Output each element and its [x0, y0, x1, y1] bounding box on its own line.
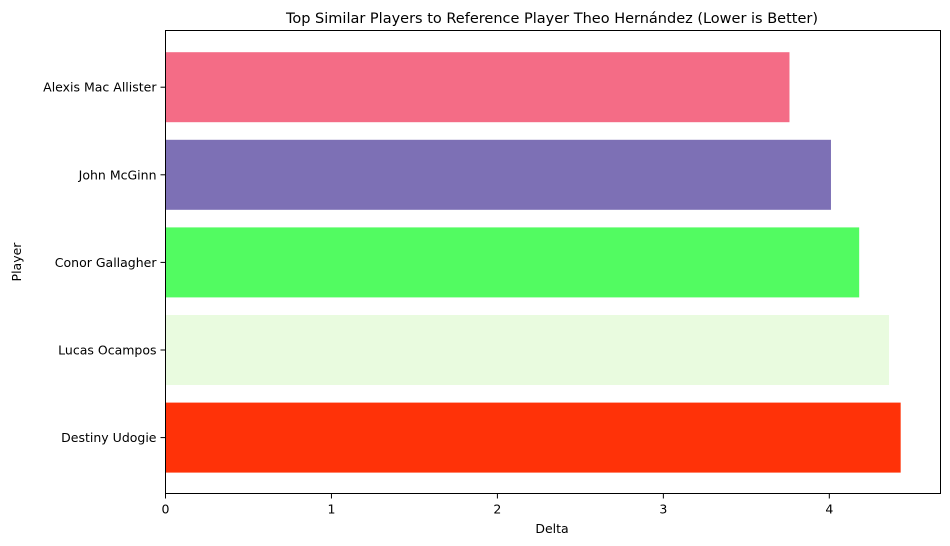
x-tick-label: 0 [162, 502, 170, 517]
bar-conor-gallagher [165, 227, 860, 298]
bar-john-mcginn [165, 139, 831, 210]
y-tick-label: Lucas Ocampos [58, 343, 156, 358]
bar-lucas-ocampos [165, 315, 890, 385]
bar-alexis-mac-allister [165, 52, 790, 123]
y-axis-label: Player [9, 242, 24, 282]
x-axis-label: Delta [535, 521, 568, 536]
y-tick-label: Conor Gallagher [55, 255, 158, 270]
y-axis-ticks: Alexis Mac Allister John McGinn Conor Gall… [43, 80, 166, 445]
bar-destiny-udogie [165, 402, 901, 473]
bars-group [165, 52, 901, 473]
x-tick-label: 1 [327, 502, 335, 517]
y-tick-label: Alexis Mac Allister [43, 80, 157, 95]
plot-frame [165, 30, 941, 494]
x-axis-ticks: 0 1 2 3 4 [162, 493, 833, 517]
x-tick-label: 4 [825, 502, 833, 517]
x-tick-label: 2 [493, 502, 501, 517]
y-tick-label: John McGinn [78, 167, 157, 182]
y-tick-label: Destiny Udogie [61, 430, 157, 445]
chart-title: Top Similar Players to Reference Player … [285, 11, 818, 27]
x-tick-label: 3 [659, 502, 667, 517]
